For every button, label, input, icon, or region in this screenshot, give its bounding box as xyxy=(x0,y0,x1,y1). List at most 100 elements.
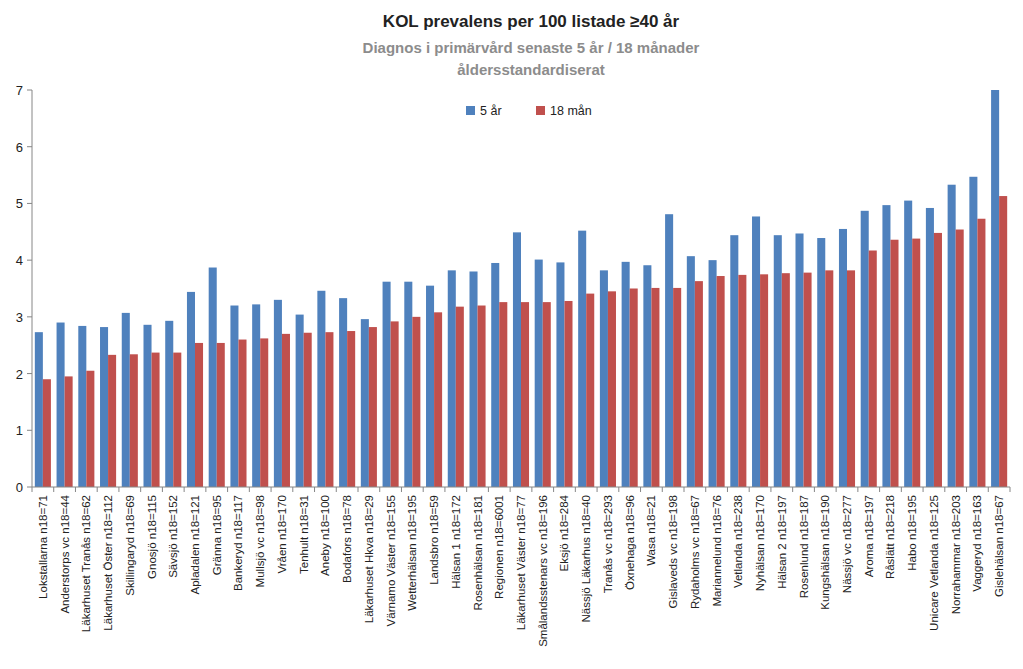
x-tick xyxy=(553,487,554,492)
bar xyxy=(695,281,703,487)
x-tick-label: Tenhult n18=31 xyxy=(298,495,310,574)
x-tick xyxy=(597,487,598,492)
bar xyxy=(912,239,920,487)
x-tick xyxy=(836,487,837,492)
y-tick-label: 4 xyxy=(16,253,23,268)
bar xyxy=(948,185,956,487)
x-tick xyxy=(510,487,511,492)
y-tick-label: 1 xyxy=(16,423,23,438)
x-tick-label: Gnosjö n18=115 xyxy=(146,495,158,579)
x-tick-label: Wasa n18=21 xyxy=(645,495,657,566)
x-tick xyxy=(1010,487,1011,492)
x-tick-label: Tranås vc n18=293 xyxy=(602,495,614,593)
x-tick-label: Eksjö n18=284 xyxy=(558,494,570,571)
x-tick xyxy=(857,487,858,492)
bar xyxy=(717,276,725,487)
subtitle: Diagnos i primärvård senaste 5 år / 18 m… xyxy=(363,39,700,56)
y-tick xyxy=(27,90,32,91)
y-axis xyxy=(32,90,33,487)
bars xyxy=(35,90,1007,487)
x-tick-label: Sävsjö n18=152 xyxy=(167,495,179,578)
bar xyxy=(665,214,673,487)
bar xyxy=(608,291,616,487)
x-tick xyxy=(162,487,163,492)
x-tick-label: Läkarhuset Väster n18=77 xyxy=(515,495,527,630)
bar xyxy=(217,343,225,487)
bar xyxy=(817,238,825,487)
x-tick xyxy=(684,487,685,492)
x-tick xyxy=(444,487,445,492)
bar xyxy=(643,265,651,487)
y-tick-label: 0 xyxy=(16,480,23,495)
x-tick-label: Unicare Vetlanda n18=125 xyxy=(928,495,940,631)
bar xyxy=(383,282,391,487)
bar xyxy=(774,235,782,487)
x-tick-label: Mariannelund n18=76 xyxy=(711,495,723,607)
x-tick xyxy=(879,487,880,492)
x-tick xyxy=(75,487,76,492)
x-tick-label: Gislehälsan n18=67 xyxy=(993,495,1005,597)
bar xyxy=(934,233,942,487)
x-tick-label: Råslätt n18=218 xyxy=(884,495,896,579)
x-tick xyxy=(705,487,706,492)
bar xyxy=(43,379,51,487)
x-tick xyxy=(423,487,424,492)
bar xyxy=(317,291,325,487)
x-tick xyxy=(249,487,250,492)
x-tick xyxy=(53,487,54,492)
bar xyxy=(760,274,768,487)
bar xyxy=(890,240,898,487)
bar xyxy=(404,282,412,487)
title: KOL prevalens per 100 listade ≥40 år xyxy=(383,12,680,31)
x-axis xyxy=(32,487,1010,488)
x-tick xyxy=(749,487,750,492)
x-tick-label: Vetlanda n18=238 xyxy=(732,495,744,588)
bar xyxy=(412,317,420,487)
bar xyxy=(738,275,746,487)
bar xyxy=(709,260,717,487)
bar xyxy=(535,260,543,487)
x-tick-label: Läkarhuset Öster n18=112 xyxy=(102,495,114,631)
x-tick xyxy=(140,487,141,492)
bar xyxy=(491,263,499,487)
bar xyxy=(165,321,173,487)
x-tick xyxy=(358,487,359,492)
bar xyxy=(274,300,282,487)
bar xyxy=(296,315,304,487)
x-tick-label: Habo n18=195 xyxy=(906,495,918,571)
bar xyxy=(86,371,94,487)
x-tick-label: Läkarhuset Tranås n18=62 xyxy=(80,495,92,632)
x-tick-label: Rydaholms vc n18=67 xyxy=(689,495,701,609)
bar xyxy=(173,353,181,487)
chart: KOL prevalens per 100 listade ≥40 år Diag… xyxy=(0,0,1023,669)
x-tick xyxy=(923,487,924,492)
legend-label: 5 år xyxy=(480,104,502,118)
x-tick-label: Apladalen n18=121 xyxy=(189,495,201,594)
x-tick-label: Hälsan 2 n18=197 xyxy=(776,495,788,589)
x-tick xyxy=(118,487,119,492)
bar xyxy=(195,343,203,487)
x-tick xyxy=(379,487,380,492)
bar xyxy=(57,323,65,487)
bar xyxy=(448,270,456,487)
x-tick xyxy=(770,487,771,492)
bar xyxy=(991,90,999,487)
x-tick xyxy=(488,487,489,492)
x-tick xyxy=(227,487,228,492)
x-tick-label: Hälsan 1 n18=172 xyxy=(450,495,462,589)
x-tick-label: Bodafors n18=78 xyxy=(341,495,353,583)
x-tick xyxy=(901,487,902,492)
bar xyxy=(499,302,507,487)
bar xyxy=(600,270,608,487)
legend-label: 18 mån xyxy=(550,104,592,118)
bar xyxy=(35,332,43,487)
x-tick xyxy=(814,487,815,492)
bar xyxy=(143,325,151,487)
bar xyxy=(122,313,130,487)
bar xyxy=(152,353,160,487)
bar xyxy=(339,298,347,487)
y-tick xyxy=(27,260,32,261)
bar xyxy=(187,292,195,487)
x-tick-label: Wetterhälsan n18=195 xyxy=(406,495,418,611)
bar xyxy=(100,327,108,487)
